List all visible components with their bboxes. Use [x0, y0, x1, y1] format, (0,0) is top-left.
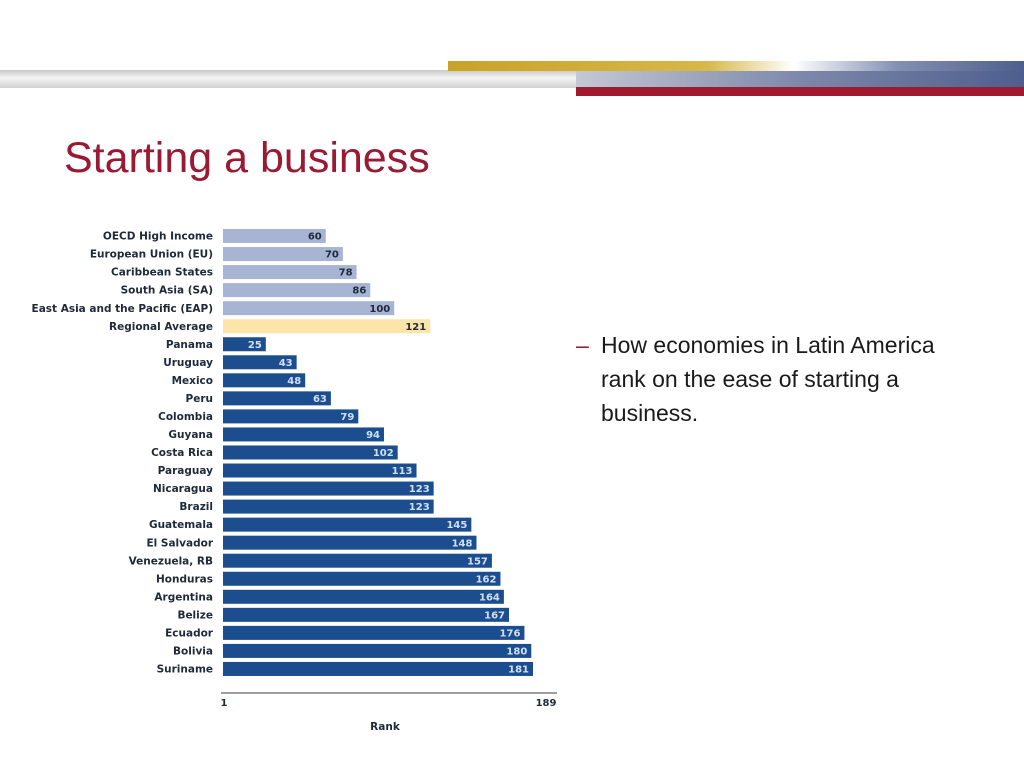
- bar: [223, 643, 532, 658]
- bar-value-label: 181: [508, 665, 529, 676]
- bar-value-label: 100: [369, 304, 390, 315]
- bar: [223, 517, 472, 532]
- bar: [223, 265, 357, 280]
- bar: [223, 427, 384, 442]
- category-label: East Asia and the Pacific (EAP): [32, 303, 213, 315]
- category-label: Guyana: [168, 429, 213, 441]
- category-label: Suriname: [157, 664, 213, 676]
- bar-value-label: 25: [248, 340, 262, 351]
- bar: [223, 319, 431, 334]
- bullet-text: How economies in Latin America rank on t…: [601, 332, 935, 426]
- bar-value-label: 145: [446, 520, 467, 531]
- bar-value-label: 79: [340, 412, 354, 423]
- bar: [223, 553, 492, 568]
- category-label: Bolivia: [173, 646, 213, 658]
- header-maroon-bar: [576, 87, 1024, 96]
- bar: [223, 499, 434, 514]
- x-axis-title: Rank: [370, 721, 401, 733]
- x-tick-label: 1: [221, 698, 228, 709]
- category-label: Peru: [186, 393, 213, 405]
- bar-value-label: 43: [279, 358, 293, 369]
- bar: [223, 481, 434, 496]
- category-label: Uruguay: [163, 357, 213, 369]
- bar-value-label: 102: [373, 448, 394, 459]
- bullet-dash: –: [576, 332, 589, 358]
- bar-value-label: 70: [325, 250, 339, 261]
- header-gold-bar: [448, 61, 1024, 71]
- bar-value-label: 94: [366, 430, 380, 441]
- bar: [223, 373, 306, 388]
- category-label: Paraguay: [158, 465, 214, 477]
- category-label: Venezuela, RB: [129, 555, 213, 567]
- bar-value-label: 157: [467, 556, 488, 567]
- category-label: El Salvador: [146, 537, 213, 549]
- bar: [223, 355, 297, 370]
- bar-value-label: 121: [405, 322, 426, 333]
- bar-value-label: 78: [339, 268, 353, 279]
- bar-value-label: 60: [308, 232, 322, 243]
- category-label: Argentina: [154, 591, 213, 603]
- bar: [223, 391, 331, 406]
- bar-value-label: 86: [352, 286, 366, 297]
- bar: [223, 571, 501, 586]
- category-label: European Union (EU): [90, 249, 213, 261]
- category-label: Belize: [177, 609, 213, 621]
- bar-value-label: 113: [392, 466, 413, 477]
- slide-title: Starting a business: [64, 134, 430, 182]
- x-tick-label: 189: [536, 698, 557, 709]
- bar-value-label: 123: [409, 484, 430, 495]
- bar: [223, 589, 504, 604]
- category-label: Regional Average: [109, 321, 213, 333]
- bar: [223, 283, 371, 298]
- category-label: Mexico: [172, 375, 213, 387]
- bar: [223, 301, 395, 316]
- category-label: Nicaragua: [153, 483, 213, 495]
- category-label: OECD High Income: [103, 231, 213, 243]
- bullet-point: – How economies in Latin America rank on…: [576, 328, 956, 430]
- bar-value-label: 167: [484, 610, 505, 621]
- category-label: Honduras: [156, 573, 213, 585]
- bar: [223, 445, 398, 460]
- bar: [223, 535, 477, 550]
- category-label: Panama: [166, 339, 213, 351]
- category-label: Ecuador: [165, 627, 214, 639]
- category-label: Brazil: [179, 501, 213, 513]
- bar-value-label: 180: [506, 647, 527, 658]
- rank-bar-chart: OECD High Income 60 European Union (EU) 70 C…: [32, 229, 557, 733]
- bar-value-label: 148: [452, 538, 473, 549]
- bar: [223, 661, 533, 676]
- category-label: Costa Rica: [151, 447, 213, 459]
- bar: [223, 229, 326, 243]
- bar: [223, 625, 525, 640]
- category-label: South Asia (SA): [121, 285, 213, 297]
- bar-value-label: 48: [287, 376, 301, 387]
- category-label: Guatemala: [149, 519, 213, 531]
- bar-value-label: 176: [500, 628, 521, 639]
- bar: [223, 337, 266, 352]
- bar-value-label: 162: [476, 574, 497, 585]
- bar: [223, 409, 359, 424]
- bar-value-label: 123: [409, 502, 430, 513]
- bar-value-label: 164: [479, 592, 500, 603]
- bar: [223, 607, 510, 622]
- header-navy-bar: [576, 71, 1024, 88]
- bar-value-label: 63: [313, 394, 327, 405]
- bar: [223, 463, 417, 478]
- category-label: Caribbean States: [111, 267, 213, 279]
- bar: [223, 247, 343, 262]
- category-label: Colombia: [158, 411, 213, 423]
